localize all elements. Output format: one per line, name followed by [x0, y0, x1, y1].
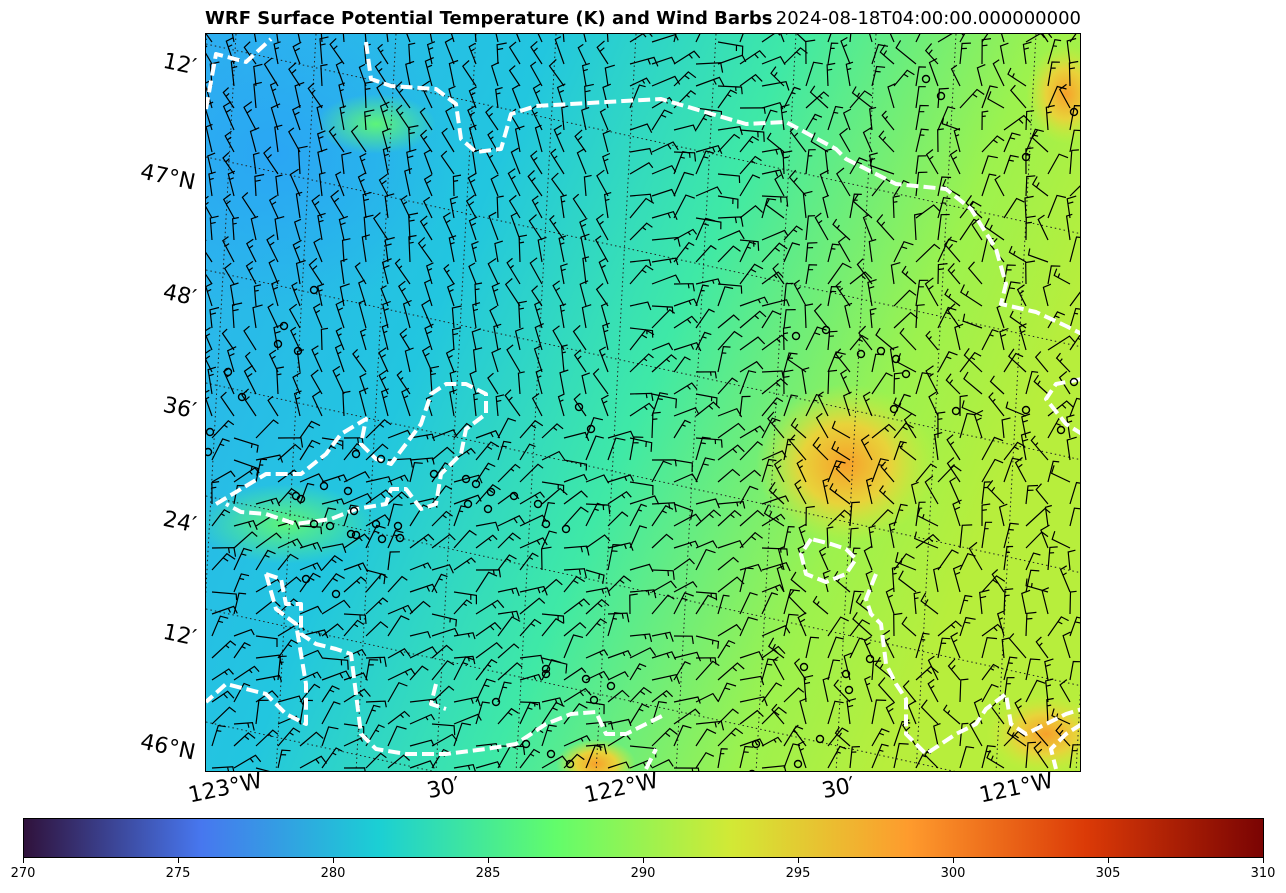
colorbar	[23, 818, 1264, 858]
colorbar-tick	[1263, 858, 1264, 863]
map-canvas	[206, 34, 1081, 772]
colorbar-tick-label: 295	[786, 866, 811, 881]
colorbar-tick	[953, 858, 954, 863]
lat-label: 48′	[161, 280, 198, 311]
colorbar-tick	[333, 858, 334, 863]
colorbar-tick-label: 285	[476, 866, 501, 881]
colorbar-tick	[1108, 858, 1109, 863]
colorbar-tick	[23, 858, 24, 863]
timestamp-label: 2024-08-18T04:00:00.000000000	[776, 8, 1081, 29]
colorbar-tick-label: 275	[166, 866, 191, 881]
lat-label: 12′	[161, 620, 198, 651]
colorbar-tick	[488, 858, 489, 863]
colorbar-tick-label: 305	[1096, 866, 1121, 881]
colorbar-tick-label: 280	[321, 866, 346, 881]
lon-label: 30′	[425, 773, 462, 804]
colorbar-tick	[178, 858, 179, 863]
lat-label: 46°N	[138, 730, 197, 766]
lat-label: 12′	[161, 49, 198, 80]
map-title: WRF Surface Potential Temperature (K) an…	[205, 8, 772, 29]
colorbar-tick-label: 290	[631, 866, 656, 881]
warm-spot	[756, 384, 936, 544]
colorbar-tick-label: 270	[11, 866, 36, 881]
lon-label: 123°W	[186, 769, 264, 809]
colorbar-tick-label: 310	[1251, 866, 1276, 881]
lat-label: 36′	[161, 393, 198, 424]
calm-station-marker	[749, 771, 756, 773]
colorbar-tick	[643, 858, 644, 863]
green-region	[316, 94, 436, 154]
lat-label: 47°N	[138, 160, 197, 196]
lon-label: 122°W	[582, 769, 660, 809]
colorbar-tick	[798, 858, 799, 863]
map-panel[interactable]	[205, 33, 1081, 772]
colorbar-tick-label: 300	[941, 866, 966, 881]
lon-label: 30′	[820, 773, 857, 804]
lat-label: 24′	[161, 507, 198, 538]
lon-label: 121°W	[977, 769, 1055, 809]
